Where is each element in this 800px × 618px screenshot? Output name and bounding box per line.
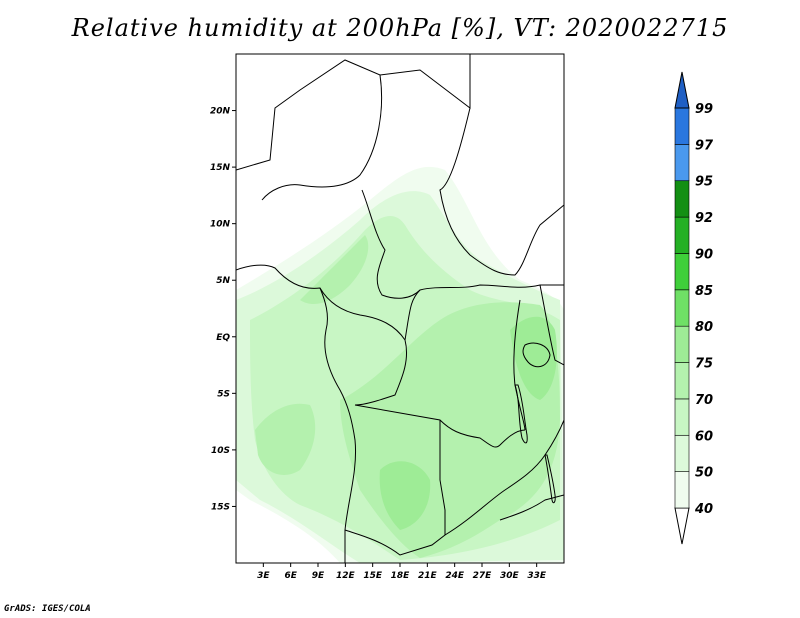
x-tick-label: 6E [284,571,297,581]
y-tick-label: EQ [216,333,230,343]
colorbar-label: 99 [695,102,713,117]
x-tick-label: 21E [418,571,438,581]
y-tick-label: 5N [216,276,230,286]
x-tick-label: 24E [445,571,465,581]
y-tick-label: 15N [210,163,231,173]
country-borders [236,54,564,563]
colorbar-bin [674,180,690,218]
x-tick-label: 18E [391,571,411,581]
x-tick-label: 33E [527,571,547,581]
colorbar-over-arrow [674,71,690,109]
humidity-region-75 [510,316,557,400]
colorbar-label: 50 [695,466,713,481]
y-tick-label: 10S [211,446,230,456]
colorbar-label: 70 [695,393,713,408]
colorbar-bin [674,434,690,472]
border-central-3 [404,289,421,341]
border-north-2 [261,74,383,201]
colorbar-label: 40 [694,502,713,517]
grads-credit: GrADS: IGES/COLA [4,604,91,614]
humidity-region-70b [255,403,316,475]
lake-tanganyika [514,384,528,444]
x-tick-label: 3E [257,571,270,581]
colorbar-bin [674,289,690,327]
colorbar-bin [674,325,690,363]
colorbar-label: 60 [695,429,713,444]
colorbar-label: 97 [695,138,714,153]
colorbar-under-arrow [674,507,690,545]
humidity-region-70c [300,235,369,305]
colorbar-bin [674,398,690,436]
x-tick-label: 27E [473,571,493,581]
y-tick-label: 5S [217,389,230,399]
border-central-1 [361,189,564,299]
border-south-3 [444,419,564,536]
x-tick-label: 30E [500,571,520,581]
lake-victoria [522,342,551,368]
colorbar-bin [674,253,690,291]
y-tick-label: 15S [211,502,230,512]
colorbar-bin [674,216,690,254]
border-south-2 [344,420,446,556]
colorbar-label: 75 [695,357,713,372]
colorbar-label: 90 [695,247,713,262]
border-north-3 [439,107,564,276]
colorbar-label: 92 [695,211,713,226]
humidity-region-75b [379,461,431,530]
x-tick-label: 9E [312,571,325,581]
border-east-2 [539,284,564,366]
y-tick-label: 10N [210,220,231,230]
x-tick-label: 15E [363,571,383,581]
humidity-field [236,166,564,563]
map-title: Relative humidity at 200hPa [%], VT: 202… [71,14,729,42]
y-tick-label: 20N [210,107,231,117]
colorbar-bin [674,144,690,182]
map-axes: 3E 6E 9E 12E 15E 18E 21E 24E 27E 30E 33E 20N 15N 10N 5… [210,107,547,581]
colorbar-label: 95 [695,175,713,190]
border-southeast [499,494,564,521]
coastline-west [236,264,357,563]
border-north-1 [236,54,471,171]
colorbar-label: 80 [695,320,713,335]
colorbar-bin [674,362,690,400]
colorbar-legend: 40 50 60 70 75 80 85 90 92 95 97 99 [674,71,714,545]
x-tick-label: 12E [336,571,356,581]
colorbar-label: 85 [695,284,713,299]
lake-malawi [544,454,556,504]
colorbar-bin [674,471,690,509]
colorbar-bin [674,107,690,145]
border-south-1 [354,404,526,448]
